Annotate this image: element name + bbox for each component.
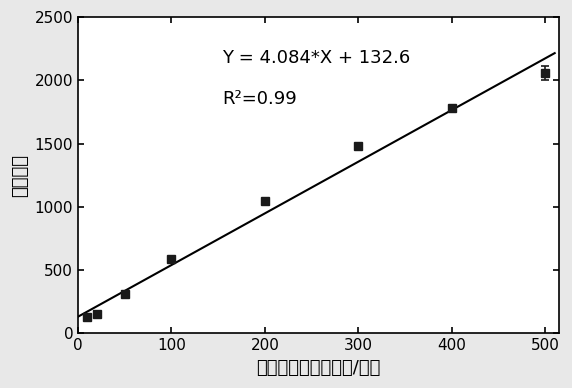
Text: Y = 4.084*X + 132.6: Y = 4.084*X + 132.6	[223, 49, 411, 67]
Y-axis label: 荧光强度: 荧光强度	[11, 154, 29, 197]
X-axis label: 人血清白蛋白（毫克/升）: 人血清白蛋白（毫克/升）	[256, 359, 381, 377]
Text: R²=0.99: R²=0.99	[223, 90, 297, 108]
